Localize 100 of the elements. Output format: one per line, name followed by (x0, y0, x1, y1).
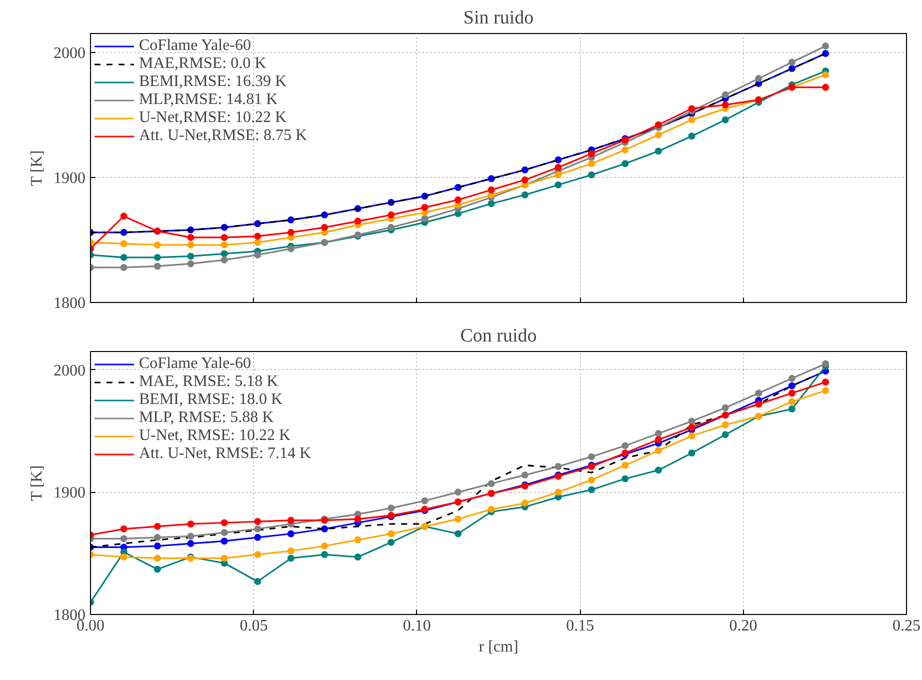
point (287, 216, 294, 224)
point (388, 504, 395, 512)
point (421, 204, 428, 211)
point (287, 516, 294, 524)
x-tick-label: 0.15 (566, 618, 594, 634)
y-tick-label: 1800 (54, 295, 86, 312)
point (788, 374, 796, 382)
point (554, 171, 562, 178)
point (521, 176, 528, 184)
point (220, 554, 228, 562)
point (321, 224, 328, 231)
y-tick-label: 1900 (54, 170, 86, 187)
x-tick-label: 0.25 (892, 618, 920, 634)
point (588, 171, 596, 178)
point (254, 518, 262, 526)
point (120, 554, 128, 560)
point (254, 525, 262, 532)
legend-label: MAE, RMSE: 5.18 K (139, 373, 278, 391)
point (688, 105, 696, 112)
y-tick-label: 2000 (54, 362, 86, 380)
point (154, 241, 161, 248)
point (554, 462, 562, 470)
point (588, 476, 596, 484)
point (154, 522, 161, 530)
point (722, 431, 729, 438)
point (154, 262, 161, 270)
legend-label: MLP,RMSE: 14.81 K (139, 91, 278, 109)
point (388, 538, 395, 546)
x-tick-label: 0.05 (240, 618, 268, 634)
legend-label: BEMI,RMSE: 16.39 K (139, 73, 287, 91)
legend-label: Att. U-Net, RMSE: 7.14 K (139, 445, 311, 463)
point (220, 519, 228, 526)
point (654, 436, 662, 444)
point (120, 254, 128, 261)
point (154, 534, 161, 541)
x-tick-label: 0.10 (402, 618, 431, 634)
point (388, 530, 395, 538)
point (755, 400, 762, 408)
legend-label: Att. U-Net,RMSE: 8.75 K (139, 127, 307, 145)
point (287, 530, 294, 538)
point (388, 211, 395, 218)
legend-label: U-Net, RMSE: 10.22 K (139, 427, 291, 445)
point (654, 121, 662, 128)
point (654, 447, 662, 454)
point (554, 181, 562, 188)
point (488, 480, 495, 488)
point (254, 232, 262, 240)
point (588, 486, 596, 494)
point (521, 472, 528, 479)
point (521, 166, 528, 174)
point (454, 516, 462, 523)
legend-label: MLP, RMSE: 5.88 K (139, 409, 274, 427)
point (654, 466, 662, 474)
point (722, 91, 729, 98)
point (755, 75, 762, 82)
point (187, 540, 194, 548)
point (822, 387, 830, 394)
point (154, 254, 161, 261)
point (254, 578, 262, 585)
point (220, 241, 228, 248)
y-tick-label: 2000 (54, 44, 86, 62)
point (755, 390, 762, 397)
point (521, 191, 528, 198)
point (488, 200, 495, 208)
point (354, 516, 362, 523)
point (388, 224, 395, 231)
point (421, 215, 428, 222)
y-tick-label: 1900 (54, 484, 86, 502)
point (822, 42, 830, 50)
point (354, 218, 362, 225)
point (454, 488, 462, 496)
point (287, 245, 294, 252)
point (688, 116, 696, 124)
point (722, 421, 729, 428)
legend-label: CoFlame Yale-60 (139, 355, 251, 373)
point (220, 538, 228, 545)
point (488, 506, 495, 513)
point (554, 164, 562, 171)
point (187, 532, 194, 540)
point (654, 131, 662, 138)
legend-label: BEMI, RMSE: 18.0 K (139, 391, 283, 409)
point (488, 186, 495, 194)
point (822, 378, 830, 386)
point (654, 430, 662, 437)
point (688, 450, 696, 457)
point (120, 228, 128, 236)
point (822, 360, 830, 368)
point (187, 252, 194, 260)
point (120, 535, 128, 542)
x-tick-label: 0.20 (729, 618, 758, 634)
point (788, 406, 796, 412)
point (220, 234, 228, 241)
point (120, 264, 128, 271)
y-axis-title: T [K] (28, 465, 46, 501)
point (321, 551, 328, 558)
point (822, 50, 830, 58)
point (622, 442, 629, 450)
point (220, 250, 228, 258)
point (321, 542, 328, 550)
point (688, 132, 696, 140)
